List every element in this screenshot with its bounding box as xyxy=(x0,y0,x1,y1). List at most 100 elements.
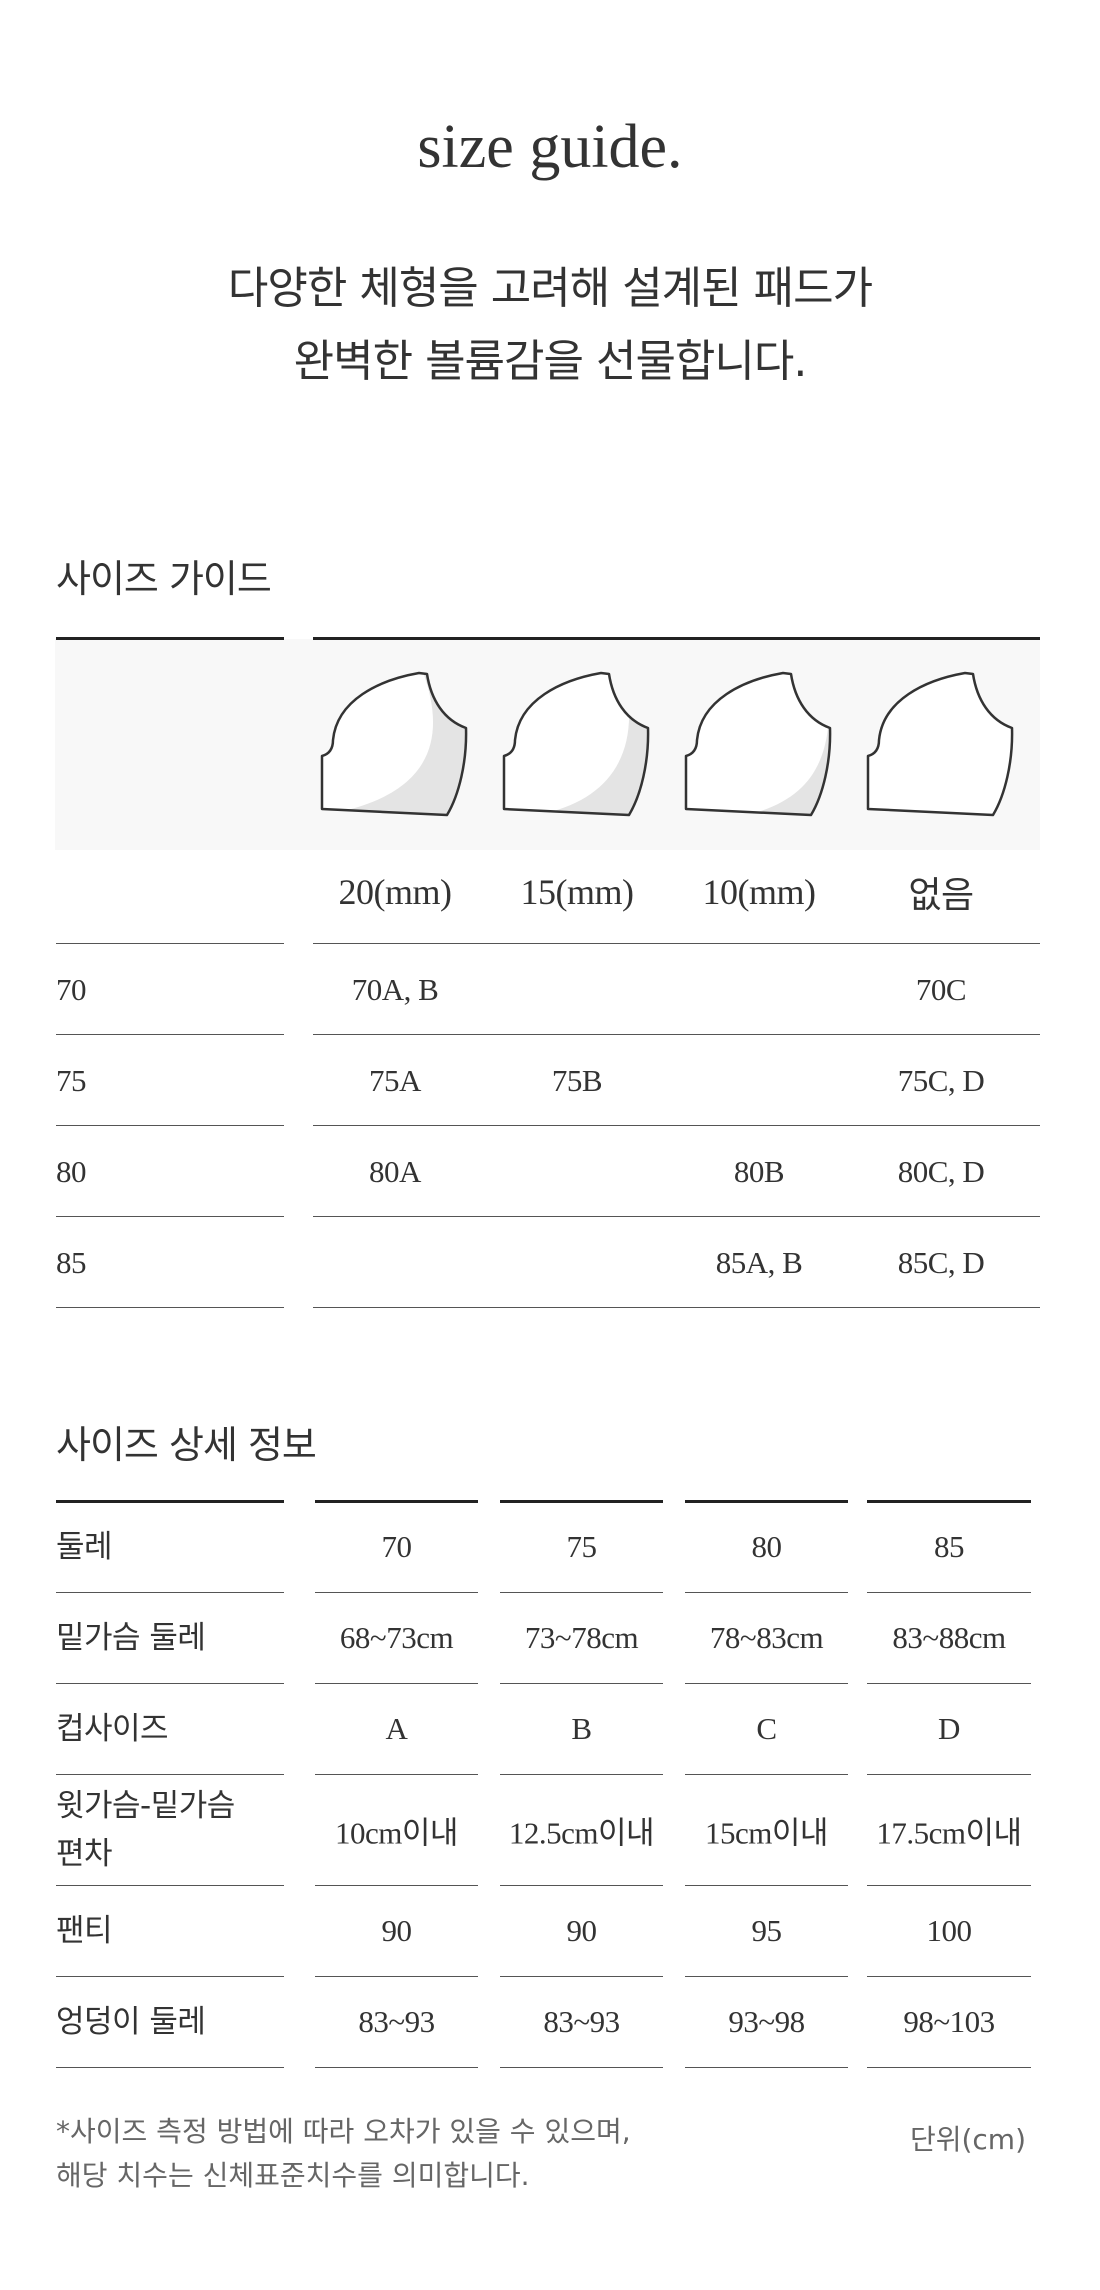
row-divider xyxy=(867,1976,1031,1977)
cup-size-cell: 80A xyxy=(369,1154,421,1189)
detail-value-cell: 15cm이내 xyxy=(705,1815,828,1850)
row-divider xyxy=(315,1592,478,1593)
detail-value-cell: A xyxy=(385,1710,408,1746)
band-size-label: 80 xyxy=(56,1154,87,1189)
detail-value-cell: 68~73cm xyxy=(339,1619,454,1655)
detail-value-cell: 90 xyxy=(381,1912,413,1948)
detail-value-cell: 12.5cm이내 xyxy=(508,1815,655,1850)
cup-size-cell: 70C xyxy=(915,972,967,1007)
detail-value-cell: 73~78cm xyxy=(524,1619,639,1655)
row-divider xyxy=(500,1976,663,1977)
row-divider xyxy=(315,2067,478,2068)
pad-thickness-label: 10(mm) xyxy=(702,872,816,912)
page-title: size guide. xyxy=(417,113,683,181)
detail-value-cell: 93~98 xyxy=(728,2003,805,2039)
detail-row-label: 윗가슴-밑가슴 편차 xyxy=(56,1787,235,1872)
detail-value-cell: 100 xyxy=(926,1912,973,1948)
pad-thickness-label: 20(mm) xyxy=(338,872,452,912)
row-divider xyxy=(56,1216,284,1217)
table-top-border xyxy=(500,1500,663,1503)
detail-row-label: 밑가슴 둘레 xyxy=(56,1619,206,1656)
pad-none-icon xyxy=(866,671,1014,817)
pad-thickness-label: 없음 xyxy=(908,875,974,915)
row-divider xyxy=(315,1976,478,1977)
row-divider xyxy=(313,1307,1040,1308)
row-divider xyxy=(313,1125,1040,1126)
subtitle-line-2: 완벽한 볼륨감을 선물합니다. xyxy=(293,336,808,387)
footnote-line-2: 해당 치수는 신체표준치수를 의미합니다. xyxy=(56,2159,530,2192)
row-divider xyxy=(56,1592,284,1593)
row-divider xyxy=(867,1683,1031,1684)
row-divider xyxy=(315,1683,478,1684)
row-divider xyxy=(867,1885,1031,1886)
size-detail-heading: 사이즈 상세 정보 xyxy=(56,1423,317,1467)
detail-value-cell: D xyxy=(938,1710,960,1746)
row-divider xyxy=(685,1592,848,1593)
band-size-label: 75 xyxy=(56,1063,87,1098)
detail-value-cell: 83~88cm xyxy=(892,1619,1006,1655)
cup-size-cell: 75A xyxy=(369,1063,421,1098)
detail-value-cell: B xyxy=(571,1710,592,1746)
cup-size-cell: 85A, B xyxy=(715,1245,803,1280)
row-divider xyxy=(685,2067,848,2068)
band-size-label: 70 xyxy=(56,972,87,1007)
table-top-border xyxy=(56,637,284,640)
row-divider xyxy=(56,1125,284,1126)
detail-row-label: 둘레 xyxy=(56,1528,113,1565)
row-divider xyxy=(56,943,284,944)
row-divider xyxy=(313,1216,1040,1217)
pad-thickness-label: 15(mm) xyxy=(520,872,634,912)
cup-size-cell: 80B xyxy=(733,1154,785,1189)
detail-value-cell: 78~83cm xyxy=(709,1619,824,1655)
size-guide-heading: 사이즈 가이드 xyxy=(56,557,272,601)
detail-value-cell: C xyxy=(756,1710,777,1746)
row-divider xyxy=(500,1683,663,1684)
row-divider xyxy=(56,1683,284,1684)
cup-size-cell: 70A, B xyxy=(351,972,439,1007)
row-divider xyxy=(867,1592,1031,1593)
row-divider xyxy=(500,1592,663,1593)
row-divider xyxy=(867,1774,1031,1775)
detail-row-label: 컵사이즈 xyxy=(56,1710,169,1747)
detail-value-cell: 17.5cm이내 xyxy=(876,1815,1022,1850)
row-divider xyxy=(500,1774,663,1775)
row-divider xyxy=(500,1885,663,1886)
detail-row-label: 팬티 xyxy=(56,1912,113,1949)
row-divider xyxy=(56,1885,284,1886)
row-divider xyxy=(313,943,1040,944)
row-divider xyxy=(867,2067,1031,2068)
row-divider xyxy=(56,1976,284,1977)
row-divider xyxy=(56,1774,284,1775)
row-divider xyxy=(500,2067,663,2068)
table-top-border xyxy=(685,1500,848,1503)
pad-15mm-icon xyxy=(502,671,650,817)
detail-value-cell: 75 xyxy=(566,1528,598,1564)
detail-value-cell: 10cm이내 xyxy=(335,1815,458,1850)
table-top-border xyxy=(56,1500,284,1503)
pad-20mm-icon xyxy=(320,671,468,817)
detail-value-cell: 83~93 xyxy=(543,2003,620,2039)
pad-10mm-icon xyxy=(684,671,832,817)
cup-size-cell: 80C, D xyxy=(897,1154,985,1189)
row-divider xyxy=(685,1774,848,1775)
cup-size-cell: 75B xyxy=(551,1063,603,1098)
detail-value-cell: 80 xyxy=(751,1528,783,1564)
row-divider xyxy=(56,1034,284,1035)
detail-value-cell: 83~93 xyxy=(358,2003,435,2039)
detail-row-label: 엉덩이 둘레 xyxy=(56,2003,206,2040)
row-divider xyxy=(315,1774,478,1775)
cup-size-cell: 85C, D xyxy=(897,1245,985,1280)
row-divider xyxy=(56,1307,284,1308)
table-top-border xyxy=(315,1500,478,1503)
detail-value-cell: 70 xyxy=(381,1528,413,1564)
unit-label: 단위(cm) xyxy=(909,2123,1026,2156)
row-divider xyxy=(685,1683,848,1684)
table-top-border xyxy=(867,1500,1031,1503)
row-divider xyxy=(685,1885,848,1886)
row-divider xyxy=(313,1034,1040,1035)
table-top-border xyxy=(313,637,1040,640)
cup-size-cell: 75C, D xyxy=(897,1063,985,1098)
row-divider xyxy=(56,2067,284,2068)
detail-value-cell: 90 xyxy=(566,1912,598,1948)
subtitle-line-1: 다양한 체형을 고려해 설계된 패드가 xyxy=(227,263,873,314)
